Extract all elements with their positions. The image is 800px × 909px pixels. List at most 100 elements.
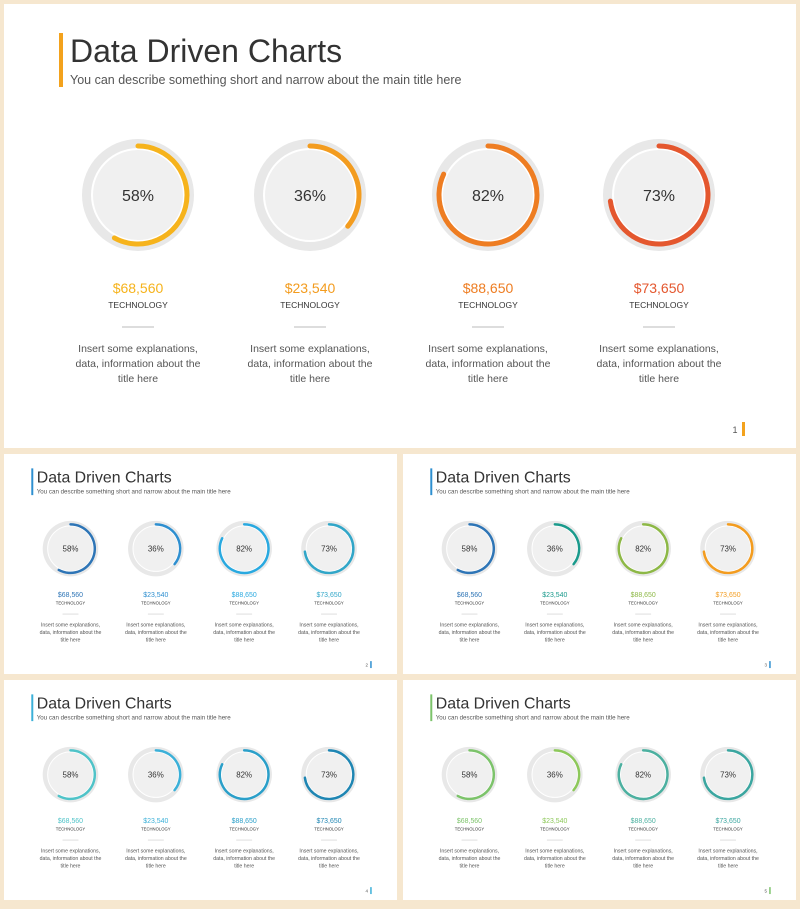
progress-arc <box>218 523 270 575</box>
description-line: data, information about the <box>213 630 275 636</box>
amount: $73,650 <box>715 818 740 825</box>
amount: $68,560 <box>457 592 482 599</box>
slide-title: Data Driven Charts <box>37 696 172 713</box>
amount: $88,650 <box>232 818 257 825</box>
page-number: 1 <box>732 425 737 435</box>
description-line: data, information about the <box>213 856 275 862</box>
category: TECHNOLOGY <box>280 300 340 310</box>
title-accent <box>430 468 433 496</box>
percent-label: 73% <box>321 771 337 780</box>
page-accent <box>370 661 372 669</box>
description-line: data, information about the <box>298 630 360 636</box>
description-line: title here <box>61 863 81 869</box>
description-line: title here <box>639 373 679 385</box>
progress-arc <box>702 523 754 575</box>
description-line: Insert some explanations, <box>599 343 719 355</box>
description-line: title here <box>545 863 565 869</box>
description-line: title here <box>718 863 738 869</box>
ring-inner <box>220 525 268 572</box>
ring-inner <box>612 148 706 242</box>
slide: Data Driven Charts You can describe somet… <box>4 680 397 900</box>
title-accent <box>430 694 433 722</box>
description-line: Insert some explanations, <box>440 848 499 854</box>
category: TECHNOLOGY <box>713 601 743 606</box>
ring-inner <box>305 525 353 572</box>
ring-inner <box>446 525 493 572</box>
description-line: title here <box>118 373 158 385</box>
ring-inner <box>446 751 493 798</box>
category: TECHNOLOGY <box>314 601 344 606</box>
progress-arc <box>553 749 581 792</box>
description-line: data, information about the <box>40 856 102 862</box>
title-accent <box>31 694 34 722</box>
description-line: data, information about the <box>439 630 501 636</box>
description-line: Insert some explanations, <box>41 848 100 854</box>
progress-arc <box>303 749 355 801</box>
description-line: title here <box>319 863 339 869</box>
page-accent <box>769 661 771 669</box>
amount: $68,560 <box>113 280 164 296</box>
progress-arc <box>307 143 362 229</box>
page-accent <box>370 887 372 895</box>
amount: $88,650 <box>631 592 656 599</box>
percent-label: 73% <box>720 545 736 554</box>
slide-subtitle: You can describe something short and nar… <box>37 489 231 496</box>
percent-label: 58% <box>63 771 79 780</box>
amount: $73,650 <box>715 592 740 599</box>
page-accent <box>769 887 771 895</box>
amount: $23,540 <box>542 818 567 825</box>
description-line: title here <box>146 637 166 643</box>
description-line: Insert some explanations, <box>614 848 673 854</box>
description-line: title here <box>290 373 330 385</box>
progress-arc <box>57 523 96 575</box>
category: TECHNOLOGY <box>455 827 485 832</box>
description-line: Insert some explanations, <box>41 622 100 628</box>
title-accent <box>59 33 63 87</box>
category: TECHNOLOGY <box>229 827 259 832</box>
ring-inner <box>132 751 180 798</box>
percent-label: 73% <box>643 188 675 205</box>
description-line: data, information about the <box>597 358 722 370</box>
amount: $68,560 <box>457 818 482 825</box>
percent-label: 36% <box>148 545 164 554</box>
amount: $23,540 <box>143 592 168 599</box>
description-line: data, information about the <box>612 856 674 862</box>
description-line: Insert some explanations, <box>299 848 358 854</box>
ring-inner <box>305 751 353 798</box>
ring-inner <box>47 525 94 572</box>
amount: $88,650 <box>631 818 656 825</box>
percent-label: 58% <box>122 188 154 205</box>
description-line: title here <box>633 637 653 643</box>
percent-label: 82% <box>635 771 651 780</box>
category: TECHNOLOGY <box>628 601 658 606</box>
description-line: data, information about the <box>76 358 201 370</box>
amount: $23,540 <box>542 592 567 599</box>
percent-label: 82% <box>472 188 504 205</box>
description-line: title here <box>146 863 166 869</box>
category: TECHNOLOGY <box>458 300 518 310</box>
slide: Data Driven Charts You can describe somet… <box>403 454 796 674</box>
progress-arc <box>303 523 355 575</box>
page-number: 5 <box>764 889 767 894</box>
category: TECHNOLOGY <box>629 300 689 310</box>
percent-label: 36% <box>294 188 326 205</box>
slide-title: Data Driven Charts <box>436 470 571 487</box>
ring-inner <box>619 751 667 798</box>
description-line: data, information about the <box>298 856 360 862</box>
ring-inner <box>531 751 579 798</box>
percent-label: 82% <box>236 771 252 780</box>
amount: $23,540 <box>143 818 168 825</box>
description-line: data, information about the <box>40 630 102 636</box>
description-line: data, information about the <box>125 856 187 862</box>
ring-inner <box>619 525 667 572</box>
ring-inner <box>91 148 185 242</box>
percent-label: 58% <box>462 545 478 554</box>
slide: Data Driven Charts You can describe somet… <box>403 680 796 900</box>
slide-title: Data Driven Charts <box>70 33 342 69</box>
ring-inner <box>531 525 579 572</box>
progress-arc <box>218 749 270 801</box>
category: TECHNOLOGY <box>713 827 743 832</box>
amount: $88,650 <box>232 592 257 599</box>
